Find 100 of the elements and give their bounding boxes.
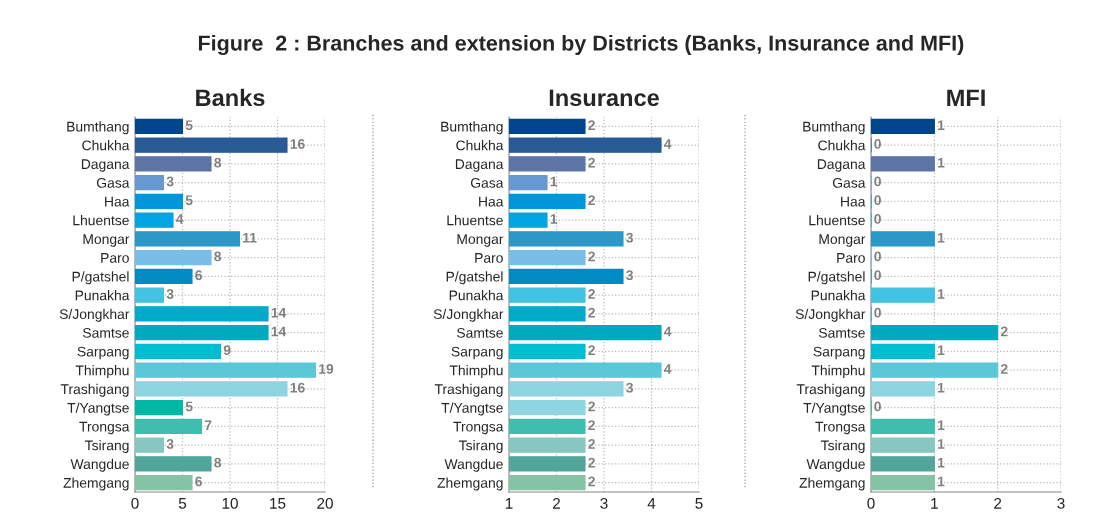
y-tick-label: Punakha xyxy=(449,290,504,301)
data-label: 2 xyxy=(588,251,595,262)
y-tick-label: T/Yangtse xyxy=(67,402,129,416)
y-tick-label: Gasa xyxy=(470,177,504,188)
data-label: 14 xyxy=(271,307,287,318)
data-label: 4 xyxy=(663,364,672,374)
y-tick-label: Paro xyxy=(837,253,865,263)
bar xyxy=(871,325,999,341)
y-tick-label: Dagana xyxy=(455,159,504,172)
x-tick-label: 4 xyxy=(647,498,656,509)
y-tick-label: Punakha xyxy=(811,290,866,301)
data-label: 2 xyxy=(588,420,595,430)
x-tick-label: 5 xyxy=(178,498,187,509)
y-tick-label: Gasa xyxy=(96,177,130,188)
bar xyxy=(871,156,935,172)
data-label: 6 xyxy=(195,270,202,281)
data-label: 8 xyxy=(214,457,222,468)
data-label: 2 xyxy=(1000,364,1008,374)
data-label: 16 xyxy=(290,382,305,393)
bar xyxy=(509,475,586,491)
bar xyxy=(871,418,935,434)
bar xyxy=(509,268,624,284)
data-label: 2 xyxy=(588,439,595,449)
bar xyxy=(135,306,269,322)
data-label: 1 xyxy=(937,439,945,449)
y-tick-label: Bumthang xyxy=(67,121,129,135)
y-tick-label: S/Jongkhar xyxy=(59,308,130,322)
data-label: 0 xyxy=(874,251,881,262)
data-label: 1 xyxy=(937,476,945,487)
bar xyxy=(135,362,317,378)
data-label: 5 xyxy=(185,120,193,131)
data-label: 0 xyxy=(874,176,881,187)
data-label: 1 xyxy=(937,120,945,130)
data-label: 1 xyxy=(550,214,558,224)
y-tick-label: Wangdue xyxy=(806,458,865,472)
bar xyxy=(509,325,662,341)
bar xyxy=(135,231,241,247)
bar xyxy=(871,343,935,359)
y-tick-label: T/Yangtse xyxy=(803,402,865,416)
y-tick-label: Bumthang xyxy=(803,121,865,135)
y-tick-label: Lhuentse xyxy=(809,215,865,226)
x-tick-label: 3 xyxy=(600,497,608,509)
y-tick-label: Samtse xyxy=(818,327,865,338)
data-label: 7 xyxy=(204,420,212,430)
y-tick-label: Haa xyxy=(105,196,130,207)
data-label: 2 xyxy=(588,120,595,130)
data-label: 14 xyxy=(271,326,287,337)
y-tick-label: Haa xyxy=(841,196,866,207)
bar xyxy=(509,381,624,397)
y-tick-label: Thimphu xyxy=(75,365,129,379)
y-tick-label: Chukha xyxy=(456,140,504,151)
bar xyxy=(871,287,935,303)
y-tick-label: Trongsa xyxy=(79,421,130,435)
data-label: 2 xyxy=(588,195,595,205)
data-label: 3 xyxy=(626,232,633,243)
x-tick-label: 5 xyxy=(695,498,703,509)
y-tick-label: Tsirang xyxy=(820,440,865,454)
data-label: 4 xyxy=(663,326,672,337)
data-label: 0 xyxy=(874,139,881,149)
bar xyxy=(509,456,586,472)
bar xyxy=(135,118,184,134)
y-tick-label: Tsirang xyxy=(84,440,129,454)
y-tick-label: Bumthang xyxy=(441,121,503,135)
y-tick-label: P/gatshel xyxy=(72,271,129,285)
x-tick-label: 20 xyxy=(317,497,333,509)
bar xyxy=(135,381,288,397)
y-tick-label: Lhuentse xyxy=(73,215,129,226)
bar xyxy=(135,400,184,416)
bar xyxy=(871,475,935,491)
bar xyxy=(135,456,212,472)
data-label: 3 xyxy=(166,289,174,299)
x-tick-label: 1 xyxy=(505,498,513,509)
y-tick-label: Gasa xyxy=(832,177,866,188)
data-label: 1 xyxy=(937,157,945,168)
y-tick-label: Zhemgang xyxy=(437,477,503,491)
bar xyxy=(135,287,165,303)
data-label: 0 xyxy=(874,307,881,318)
data-label: 3 xyxy=(166,439,174,449)
bar xyxy=(135,193,184,209)
bar xyxy=(135,268,193,284)
bar xyxy=(509,118,586,134)
y-tick-label: Trashigang xyxy=(60,383,129,397)
data-label: 3 xyxy=(626,382,633,393)
x-tick-label: 10 xyxy=(222,497,238,509)
y-tick-label: Mongar xyxy=(819,234,866,247)
y-tick-label: Trashigang xyxy=(434,383,503,397)
bar xyxy=(509,212,548,228)
y-tick-label: Thimphu xyxy=(811,365,865,379)
data-label: 3 xyxy=(626,270,633,281)
data-label: 0 xyxy=(874,401,881,412)
y-tick-label: Paro xyxy=(475,253,503,263)
data-label: 2 xyxy=(588,457,595,468)
y-tick-label: Zhemgang xyxy=(799,477,865,491)
data-label: 4 xyxy=(663,139,672,149)
bar xyxy=(871,362,999,378)
data-label: 8 xyxy=(214,157,222,168)
bar xyxy=(509,362,662,378)
y-tick-label: Haa xyxy=(479,196,504,207)
y-tick-label: Dagana xyxy=(81,159,130,172)
y-tick-label: Trashigang xyxy=(796,383,865,397)
